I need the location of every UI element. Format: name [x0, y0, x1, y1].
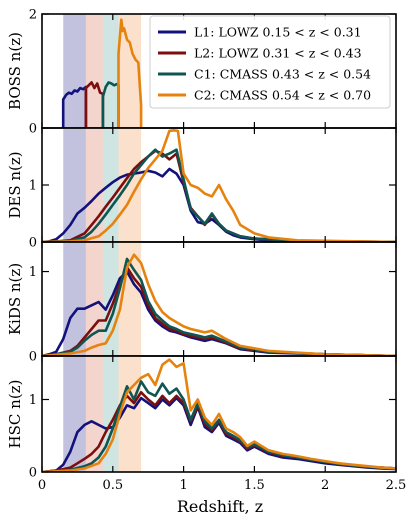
panel-4: 0 1 HSC n(z)	[6, 355, 397, 481]
panel-1: 0 2 BOSS n(z)	[6, 8, 397, 137]
legend-label-c1: C1: CMASS 0.43 < z < 0.54	[194, 67, 371, 82]
x-tick-label: 1.5	[244, 478, 265, 493]
series-l1-line	[42, 167, 396, 242]
panels-layer: 0 2 BOSS n(z) 0 1 DES n(z) 0 1 KiDS n(z) 0 1 HSC n(…	[6, 8, 397, 481]
y-tick-label: 0	[29, 350, 37, 365]
band-l2	[85, 14, 103, 128]
series-c2-line	[42, 129, 396, 242]
x-tick-label: 0.5	[102, 478, 123, 493]
y-tick-label: 0	[29, 122, 37, 137]
band-c2	[118, 128, 142, 242]
series-l1-line	[42, 270, 396, 356]
y-tick-label: 0	[29, 466, 37, 481]
band-l1	[63, 242, 86, 356]
y-tick-label: 1	[29, 265, 37, 280]
series-l1-line	[61, 85, 88, 128]
y-axis-label: HSC n(z)	[6, 380, 24, 449]
band-c2	[118, 14, 142, 128]
x-tick-label: 0	[38, 478, 46, 493]
legend-label-l1: L1: LOWZ 0.15 < z < 0.31	[194, 25, 362, 40]
legend-label-l2: L2: LOWZ 0.31 < z < 0.43	[194, 46, 362, 61]
band-l2	[85, 128, 103, 242]
panel-frame	[41, 355, 397, 473]
x-axis: 0 0.5 1 1.5 2 2.5	[38, 478, 406, 493]
y-axis-label: DES n(z)	[6, 151, 24, 218]
band-l1	[63, 128, 86, 242]
panel-2: 0 1 DES n(z)	[6, 127, 397, 251]
legend-label-c2: C2: CMASS 0.54 < z < 0.70	[194, 88, 371, 103]
panel-3: 0 1 KiDS n(z)	[6, 241, 397, 365]
x-axis-label: Redshift, z	[177, 497, 263, 516]
band-l1	[63, 14, 86, 128]
series-c2-line	[42, 358, 396, 472]
x-tick-label: 2	[321, 478, 329, 493]
y-axis-label: BOSS n(z)	[6, 32, 24, 110]
x-tick-label: 2.5	[386, 478, 407, 493]
band-l1	[63, 356, 86, 472]
y-tick-label: 1	[29, 179, 37, 194]
series-c2-line	[117, 18, 143, 128]
y-tick-label: 2	[29, 8, 37, 23]
y-tick-label: 1	[29, 393, 37, 408]
band-l2	[85, 242, 103, 356]
legend: L1: LOWZ 0.15 < z < 0.31 L2: LOWZ 0.31 < …	[149, 15, 391, 109]
band-l2	[85, 356, 103, 472]
series-c2-line	[42, 253, 396, 356]
y-tick-label: 0	[29, 236, 37, 251]
legend-box	[149, 15, 391, 109]
band-c1	[102, 14, 119, 128]
y-axis-label: KiDS n(z)	[6, 263, 24, 335]
series-l2-line	[84, 81, 105, 128]
series-c1-line	[42, 257, 396, 356]
x-tick-label: 1	[179, 478, 187, 493]
